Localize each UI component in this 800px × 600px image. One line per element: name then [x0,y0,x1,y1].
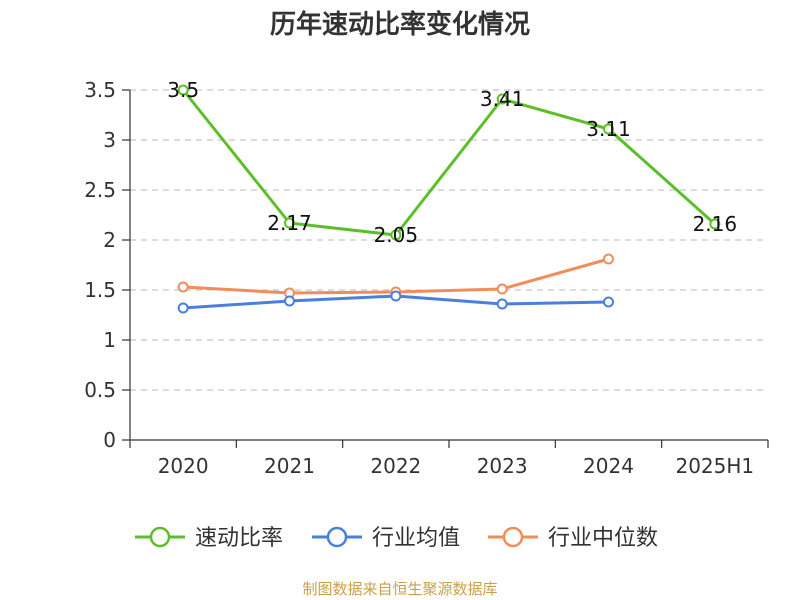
data-label: 3.11 [586,117,631,141]
data-point [284,295,295,307]
legend: 速动比率 行业均值 行业中位数 [135,526,658,551]
chart-title: 历年速动比率变化情况 [270,9,530,40]
data-point [284,217,295,229]
y-tick-label: 2.5 [84,178,116,202]
data-point [603,253,614,265]
data-point [603,123,614,135]
legend-marker [326,526,348,548]
legend-item[interactable]: 行业均值 [312,526,460,551]
legend-marker [502,526,524,548]
y-tick-label: 1 [103,328,116,352]
data-label: 2.16 [693,212,738,236]
axes: 0 0.5 1 1.5 2 2.5 3 3.5 2020 2021 2022 2023 2024 2025… [84,78,769,478]
data-point [496,298,508,310]
legend-label: 速动比率 [195,526,283,551]
legend-marker [149,526,171,548]
data-point [177,84,189,96]
x-tick-label: 2025H1 [675,454,754,478]
x-tick-label: 2021 [264,454,315,478]
y-tick-label: 2 [103,228,116,252]
x-tick-label: 2023 [477,454,528,478]
data-label: 2.05 [374,223,419,247]
series [177,84,721,314]
source-note: 制图数据来自恒生聚源数据库 [302,580,497,598]
data-label: 3.41 [480,87,525,111]
grid [130,89,768,391]
y-tick-label: 3 [103,128,116,152]
x-tick-label: 2020 [158,454,209,478]
legend-item[interactable]: 速动比率 [135,526,283,551]
data-point [390,290,402,302]
data-point [496,93,508,105]
y-tick-label: 3.5 [84,78,116,102]
y-tick-label: 0 [103,428,116,452]
series-line [181,89,716,237]
data-label: 3.5 [167,78,199,102]
y-tick-label: 1.5 [84,278,116,302]
data-point [177,281,189,293]
data-labels: 3.5 2.17 2.05 3.41 3.11 2.16 [167,78,737,247]
legend-label: 行业均值 [372,526,460,551]
data-label: 2.17 [267,211,312,235]
data-point [603,296,614,308]
legend-label: 行业中位数 [548,526,658,551]
y-tick-label: 0.5 [84,378,116,402]
data-point [709,218,721,230]
data-point [496,283,508,295]
legend-item[interactable]: 行业中位数 [488,526,658,551]
x-tick-label: 2024 [583,454,634,478]
data-point [177,302,189,314]
x-tick-label: 2022 [370,454,421,478]
data-point [390,229,402,241]
